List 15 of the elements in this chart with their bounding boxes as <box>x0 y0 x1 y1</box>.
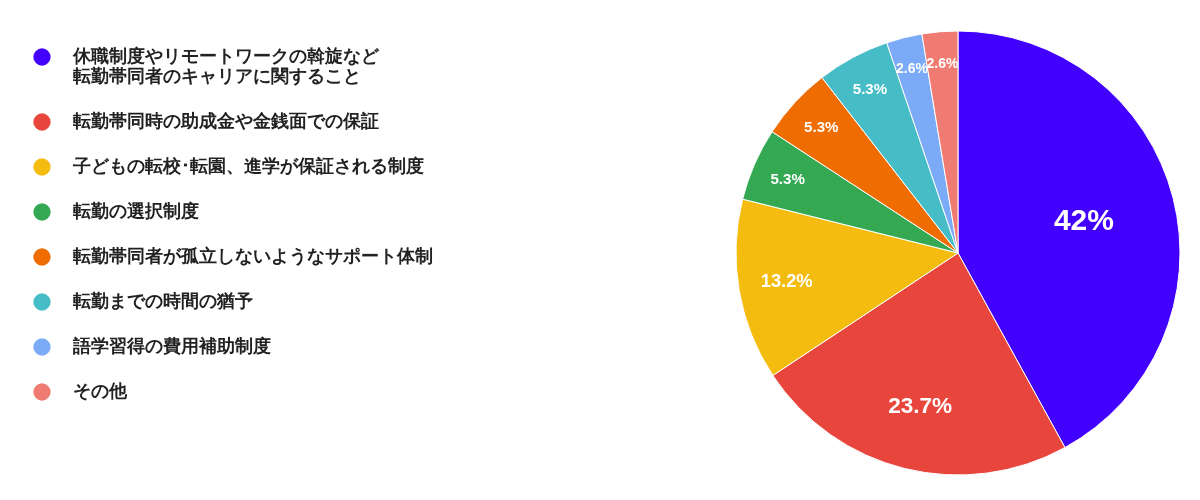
legend-label: 転勤の選択制度 <box>73 200 199 221</box>
data-label: 13.2% <box>760 270 813 292</box>
data-label: 5.3% <box>804 118 840 136</box>
legend-label: 休職制度やリモートワークの斡旋など転勤帯同者のキャリアに関すること <box>72 45 380 86</box>
legend-label: 語学習得の費用補助制度 <box>72 335 271 356</box>
legend-label: 転勤帯同時の助成金や金銭面での保証 <box>73 110 379 131</box>
data-label: 5.3% <box>852 80 888 98</box>
data-label: 42% <box>1053 202 1114 236</box>
legend-label: 転勤帯同者が孤立しないようなサポート体制 <box>73 245 433 266</box>
data-label: 2.6% <box>926 54 959 71</box>
legend-label: 子どもの転校･転園、進学が保証される制度 <box>72 155 424 176</box>
data-label: 5.3% <box>770 169 806 187</box>
legend-label: 転勤までの時間の猶予 <box>73 290 253 311</box>
data-label: 23.7% <box>888 393 953 419</box>
legend-label: その他 <box>73 380 128 401</box>
